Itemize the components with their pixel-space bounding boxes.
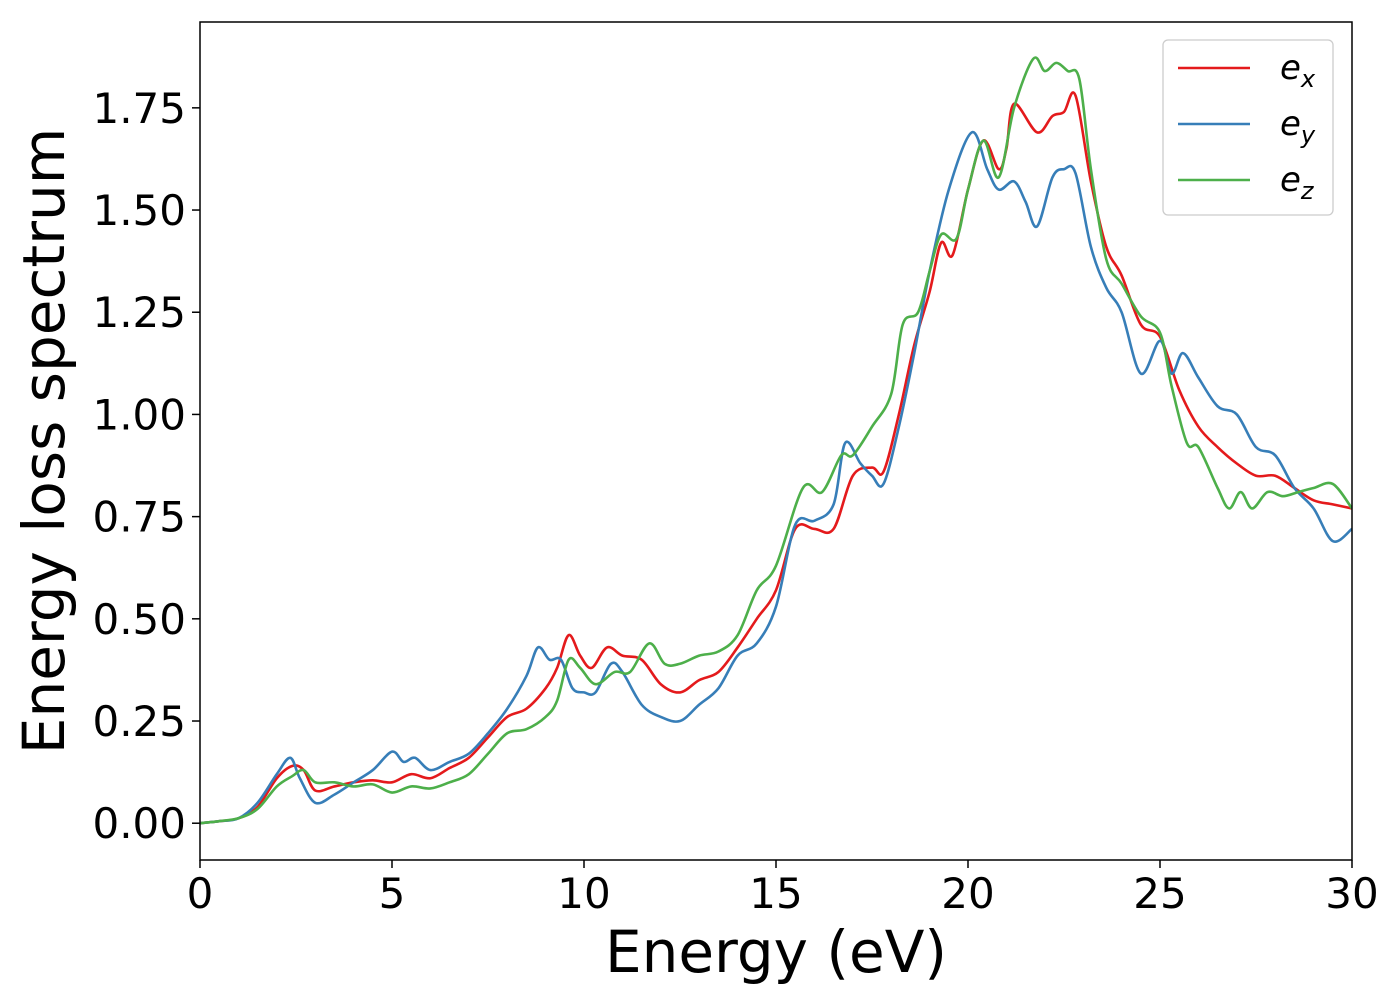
x-tick-label: 30 [1325,869,1378,918]
y-tick-label: 0.75 [92,493,186,542]
legend-box [1162,39,1334,216]
x-tick-label: 15 [749,869,802,918]
x-tick-label: 10 [557,869,610,918]
y-tick-label: 1.00 [92,390,186,439]
x-tick-label: 25 [1133,869,1186,918]
x-axis-title: Energy (eV) [605,918,947,986]
y-tick-label: 0.25 [92,697,186,746]
x-tick-label: 20 [941,869,994,918]
x-tick-label: 5 [379,869,406,918]
series-line-ey [200,131,1352,825]
series-layer [200,56,1352,825]
legend-subscript: z [1300,177,1315,205]
y-axis-title: Energy loss spectrum [10,128,78,754]
y-tick-label: 0.00 [92,799,186,848]
y-tick-label: 1.25 [92,288,186,337]
x-tick-label: 0 [187,869,214,918]
y-tick-label: 0.50 [92,595,186,644]
x-axis-ticks: 0 5 10 15 20 25 30 [187,860,1379,918]
legend-subscript: y [1300,121,1316,149]
y-tick-label: 1.50 [92,186,186,235]
series-line-ez [200,56,1352,825]
y-axis-ticks: 0.00 0.25 0.50 0.75 1.00 1.25 1.50 1.75 [92,84,200,848]
y-tick-label: 1.75 [92,84,186,133]
legend-subscript: x [1300,65,1316,93]
